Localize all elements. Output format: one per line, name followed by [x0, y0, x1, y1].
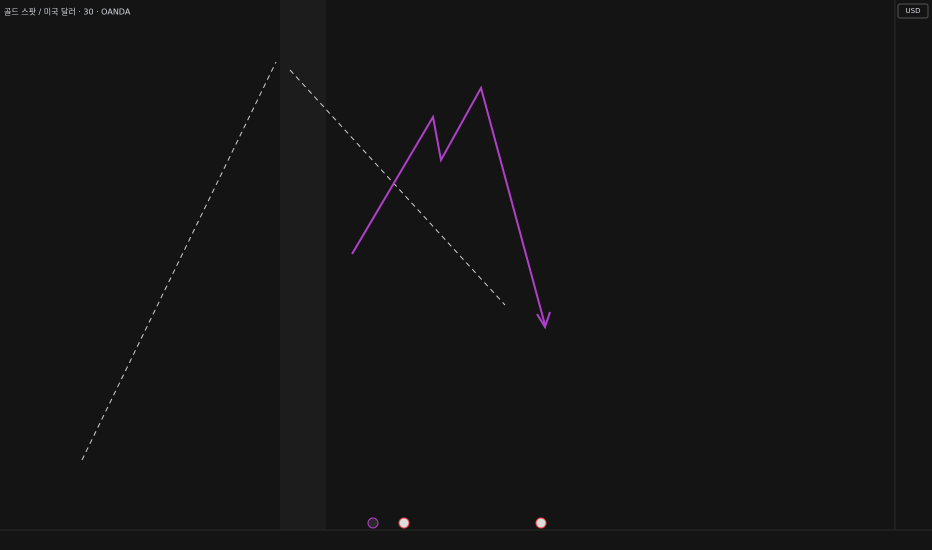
session-highlight	[280, 0, 326, 530]
price-axis	[895, 0, 932, 550]
currency: USD	[906, 7, 921, 15]
chart-title: 골드 스팟 / 미국 달러 · 30 · OANDA	[4, 7, 131, 17]
currency-box[interactable]	[897, 3, 929, 19]
event-icon[interactable]	[535, 517, 547, 529]
trend-line	[81, 61, 277, 461]
projection-path	[351, 85, 546, 326]
trend-line	[289, 69, 506, 306]
projection-arrow	[536, 311, 551, 330]
event-icon[interactable]	[367, 517, 379, 529]
event-icon[interactable]	[398, 517, 410, 529]
